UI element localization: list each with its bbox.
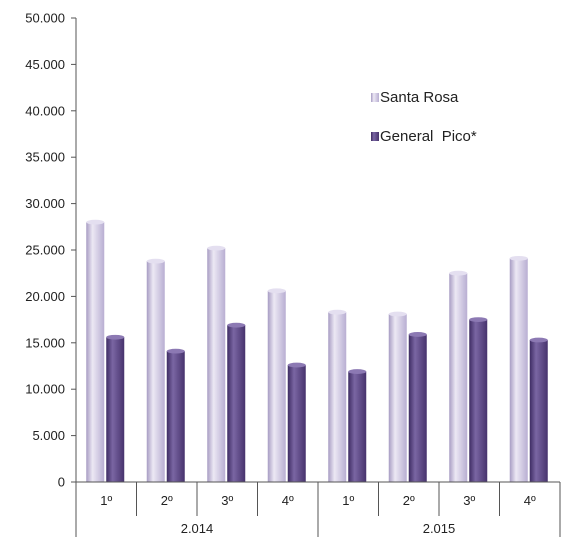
y-axis: 0 5.000 10.000 15.000 20.000 25.000 30.000 35.0…: [25, 11, 77, 490]
bar-top: [388, 311, 407, 317]
bar-body: [287, 365, 306, 482]
y-tick-label: 50.000: [25, 11, 65, 26]
bar-santa-rosa: [86, 219, 105, 482]
legend-swatch: [371, 132, 379, 141]
bar-top: [287, 362, 306, 368]
bar-body: [509, 258, 528, 482]
y-tick-label: 20.000: [25, 289, 65, 304]
legend: Santa Rosa General Pico*: [371, 89, 477, 145]
bar-top: [328, 309, 347, 315]
x-category-label: 2º: [403, 493, 415, 508]
bar-body: [328, 312, 347, 482]
x-category-label: 4º: [524, 493, 536, 508]
x-group-label: 2.014: [181, 521, 214, 536]
x-category-label: 3º: [463, 493, 475, 508]
y-tick-label: 0: [58, 475, 65, 490]
bar-general-pico: [166, 348, 185, 482]
y-tick-label: 15.000: [25, 335, 65, 350]
legend-label: Santa Rosa: [380, 89, 459, 106]
bar-santa-rosa: [509, 255, 528, 482]
bar-top: [86, 219, 105, 225]
bar-santa-rosa: [328, 309, 347, 482]
bar-santa-rosa: [388, 311, 407, 482]
legend-swatch: [371, 93, 379, 102]
bar-santa-rosa: [146, 258, 165, 482]
bar-general-pico: [287, 362, 306, 482]
x-category-label: 1º: [100, 493, 112, 508]
y-tick-label: 25.000: [25, 243, 65, 258]
bar-general-pico: [227, 322, 246, 482]
bar-top: [408, 332, 427, 337]
bar-body: [388, 314, 407, 482]
bar-top: [106, 334, 125, 340]
bar-santa-rosa: [207, 245, 226, 482]
legend-label: General Pico*: [380, 128, 477, 145]
x-category-label: 4º: [282, 493, 294, 508]
bar-body: [86, 222, 105, 482]
bar-body: [166, 351, 185, 482]
bar-top: [227, 322, 246, 328]
bar-general-pico: [408, 332, 427, 482]
x-group-label: 2.015: [423, 521, 456, 536]
bar-general-pico: [529, 337, 548, 482]
bar-top: [449, 270, 468, 276]
bar-general-pico: [469, 317, 488, 482]
bar-top: [146, 258, 165, 264]
bar-santa-rosa: [267, 288, 286, 482]
bar-top: [348, 369, 367, 374]
bar-body: [207, 248, 226, 482]
bar-body: [469, 319, 488, 482]
x-category-label: 2º: [161, 493, 173, 508]
x-category-label: 3º: [221, 493, 233, 508]
bar-top: [267, 288, 286, 294]
bar-body: [529, 340, 548, 482]
bar-body: [408, 334, 427, 482]
bar-body: [267, 290, 286, 482]
x-category-label: 1º: [342, 493, 354, 508]
y-tick-label: 40.000: [25, 103, 65, 118]
bar-santa-rosa: [449, 270, 468, 482]
bars: [86, 219, 548, 482]
x-axis: 1º 2º 3º 4º 1º 2º 3º 4º 2.014 2.015: [75, 481, 561, 537]
bar-general-pico: [348, 369, 367, 482]
y-tick-label: 30.000: [25, 196, 65, 211]
bar-body: [146, 261, 165, 482]
bar-general-pico: [106, 334, 125, 482]
bar-body: [227, 325, 246, 482]
bar-body: [106, 337, 125, 482]
bar-body: [449, 273, 468, 482]
bar-top: [469, 317, 488, 322]
y-tick-label: 35.000: [25, 150, 65, 165]
y-tick-label: 5.000: [32, 428, 65, 443]
y-tick-label: 10.000: [25, 382, 65, 397]
bar-top: [529, 337, 548, 343]
bar-top: [509, 255, 528, 261]
bar-top: [166, 348, 185, 354]
bar-body: [348, 371, 367, 482]
bar-top: [207, 245, 226, 251]
y-tick-label: 45.000: [25, 57, 65, 72]
